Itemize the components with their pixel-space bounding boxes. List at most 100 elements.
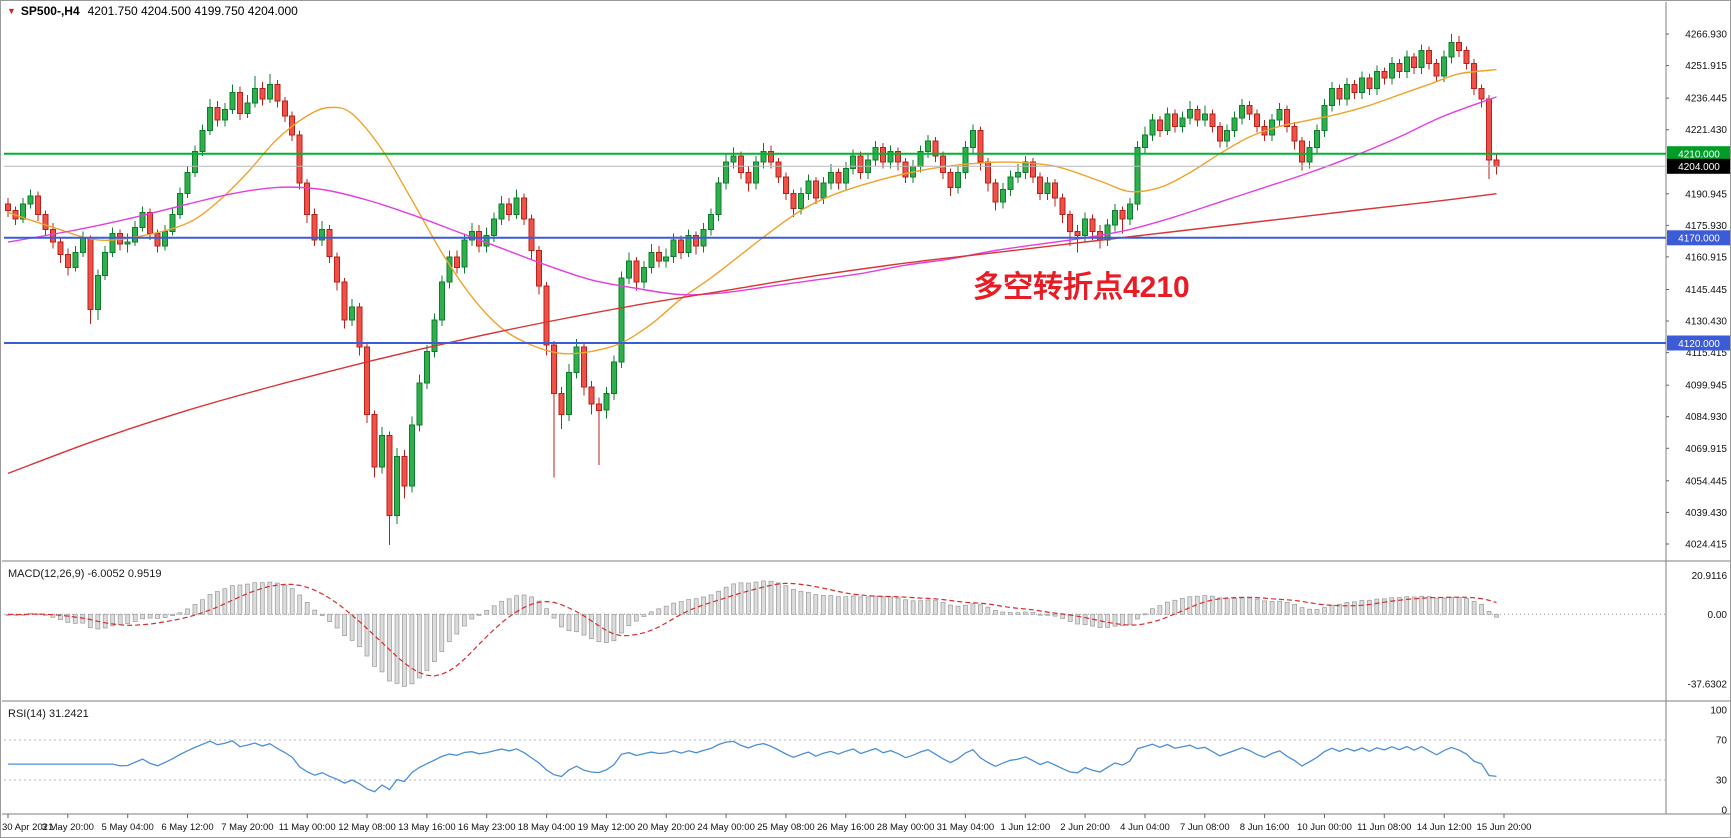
candle <box>558 387 565 430</box>
candle-body <box>1037 176 1044 195</box>
candle-body <box>296 134 303 184</box>
candle-body <box>1418 50 1425 68</box>
candle-body <box>984 161 991 184</box>
price-axis-area[interactable] <box>1666 2 1731 814</box>
macd-histogram-bar <box>873 595 879 615</box>
candle <box>296 130 303 190</box>
candle-body <box>1007 176 1014 190</box>
macd-histogram-bar <box>963 605 968 615</box>
candle-body <box>551 344 557 395</box>
macd-histogram-bar <box>1486 611 1492 615</box>
candle <box>1478 84 1485 108</box>
macd-histogram-bar <box>955 605 961 615</box>
macd-histogram-bar <box>1449 596 1454 615</box>
candle-body <box>1231 117 1238 132</box>
candle-body <box>184 172 191 195</box>
candle-body <box>1306 146 1313 163</box>
macd-histogram-bar <box>1307 608 1312 615</box>
candle-body <box>835 172 842 184</box>
candle-body <box>221 109 228 121</box>
candle-body <box>109 233 116 254</box>
macd-histogram-bar <box>970 603 976 615</box>
candle <box>1403 50 1410 78</box>
candle-body <box>371 414 378 468</box>
candle <box>498 195 505 226</box>
macd-histogram-bar <box>28 612 33 615</box>
macd-histogram-bar <box>820 595 826 615</box>
price-axis-label: 4266.930 <box>1685 30 1727 41</box>
candle <box>431 313 438 358</box>
candle <box>1433 59 1440 83</box>
candle-body <box>902 161 909 178</box>
candle-body <box>1246 104 1253 115</box>
candle-body <box>1411 56 1418 68</box>
macd-histogram-bar <box>619 613 624 634</box>
candle-body <box>932 140 939 157</box>
candle <box>1306 141 1313 169</box>
macd-histogram-bar <box>514 595 519 615</box>
price-axis[interactable]: 4266.930 4251.915 4236.445 4221.430 4190.945… <box>1666 30 1727 551</box>
horizontal-levels <box>4 152 1666 344</box>
candle-body <box>87 237 94 310</box>
candle <box>1142 126 1148 154</box>
candle <box>775 157 782 184</box>
candle <box>341 277 348 329</box>
candle-body <box>483 235 490 247</box>
candle-body <box>782 176 789 195</box>
candle-body <box>1067 214 1074 232</box>
candle <box>1119 206 1126 234</box>
macd-histogram-bar <box>1239 597 1245 615</box>
macd-histogram-bar <box>858 596 864 615</box>
candle <box>693 231 700 255</box>
symbol-icon: ▼ <box>7 6 16 16</box>
candle-body <box>640 266 647 283</box>
candle-body <box>281 100 288 117</box>
candle <box>423 345 430 390</box>
macd-histogram-bar <box>529 596 534 615</box>
candle <box>281 96 288 123</box>
macd-histogram-bar <box>1142 613 1148 616</box>
candle <box>1351 80 1358 99</box>
annotation-text[interactable]: 多空转折点4210 <box>973 271 1190 304</box>
candle <box>199 124 206 156</box>
time-axis-area[interactable] <box>2 814 1731 838</box>
candle <box>1314 124 1320 154</box>
macd-histogram-bar <box>693 598 699 615</box>
candle <box>1329 82 1335 112</box>
macd-histogram-bar <box>1254 598 1260 615</box>
macd-histogram-bar <box>596 613 602 643</box>
candle <box>1216 122 1223 148</box>
macd-histogram-bar <box>521 594 527 615</box>
candle-body <box>842 167 849 184</box>
macd-histogram-bar <box>1396 597 1402 615</box>
macd-histogram-bar <box>678 601 684 615</box>
chart-plot-area[interactable] <box>2 2 1665 560</box>
candle-body <box>588 386 595 405</box>
macd-histogram-bar <box>671 602 677 615</box>
candle <box>1037 172 1044 200</box>
candle <box>371 410 378 478</box>
candle <box>753 155 759 190</box>
candle <box>266 73 273 104</box>
candle-body <box>341 281 348 321</box>
macd-histogram-bar <box>895 597 901 615</box>
macd-histogram-bar <box>888 596 893 615</box>
candle-body <box>124 241 131 245</box>
candle-body <box>925 140 931 153</box>
macd-axis-label: 20.9116 <box>1692 571 1728 582</box>
candle <box>513 189 520 219</box>
time-axis-label: 11 Jun 08:00 <box>1357 822 1411 833</box>
macd-histogram-bar <box>1404 596 1410 615</box>
price-axis-label: 4039.430 <box>1685 508 1727 519</box>
macd-histogram-bar <box>297 594 303 615</box>
macd-histogram-bar <box>559 613 564 628</box>
candle <box>124 233 131 253</box>
macd-histogram-bar <box>1411 596 1417 615</box>
candle <box>962 141 969 179</box>
candle-body <box>334 256 341 283</box>
candle-body <box>416 382 423 426</box>
